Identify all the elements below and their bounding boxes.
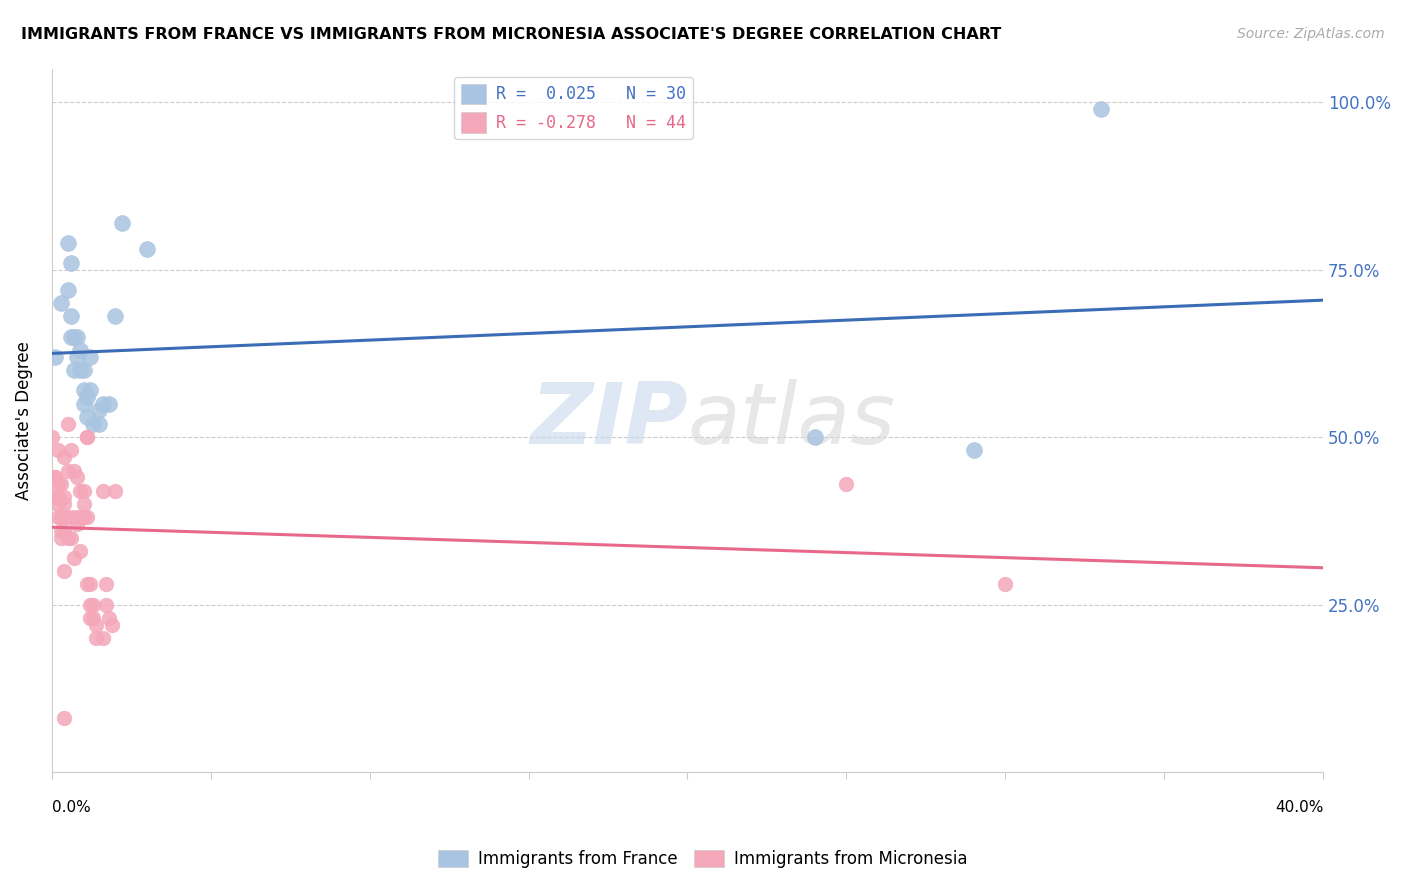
Point <box>803 430 825 444</box>
Point <box>46 443 69 458</box>
Point <box>76 430 98 444</box>
Point <box>79 611 101 625</box>
Point <box>994 577 1017 591</box>
Point <box>59 329 82 343</box>
Point <box>91 631 114 645</box>
Point <box>79 350 101 364</box>
Point <box>89 403 111 417</box>
Point <box>56 464 79 478</box>
Point <box>84 631 107 645</box>
Point <box>51 524 73 538</box>
Point <box>53 524 76 538</box>
Point <box>44 350 66 364</box>
Point <box>59 531 82 545</box>
Point <box>53 491 76 505</box>
Point <box>51 531 73 545</box>
Text: ZIP: ZIP <box>530 379 688 462</box>
Point <box>53 510 76 524</box>
Point <box>66 470 89 484</box>
Point <box>76 510 98 524</box>
Text: Source: ZipAtlas.com: Source: ZipAtlas.com <box>1237 27 1385 41</box>
Point <box>56 283 79 297</box>
Point <box>104 310 127 324</box>
Point <box>63 363 86 377</box>
Point <box>53 450 76 465</box>
Point <box>89 417 111 431</box>
Point <box>72 497 94 511</box>
Point <box>76 430 98 444</box>
Point <box>91 483 114 498</box>
Text: atlas: atlas <box>688 379 896 462</box>
Point <box>72 396 94 410</box>
Point <box>76 409 98 424</box>
Point <box>82 611 104 625</box>
Point <box>56 510 79 524</box>
Legend: R =  0.025   N = 30, R = -0.278   N = 44: R = 0.025 N = 30, R = -0.278 N = 44 <box>454 77 693 139</box>
Point <box>51 296 73 310</box>
Point <box>69 363 91 377</box>
Point <box>46 510 69 524</box>
Point <box>94 577 117 591</box>
Point <box>59 256 82 270</box>
Point <box>1090 102 1112 116</box>
Point <box>69 343 91 357</box>
Point <box>101 617 124 632</box>
Point <box>53 564 76 578</box>
Point <box>46 477 69 491</box>
Point <box>59 443 82 458</box>
Point <box>66 329 89 343</box>
Point <box>111 216 134 230</box>
Point <box>46 491 69 505</box>
Text: 40.0%: 40.0% <box>1275 800 1323 815</box>
Point <box>72 383 94 397</box>
Point <box>53 497 76 511</box>
Point <box>79 577 101 591</box>
Point <box>44 491 66 505</box>
Point <box>97 396 120 410</box>
Point <box>91 396 114 410</box>
Point <box>82 598 104 612</box>
Point <box>79 383 101 397</box>
Point <box>76 577 98 591</box>
Point <box>44 470 66 484</box>
Point <box>69 510 91 524</box>
Point <box>51 477 73 491</box>
Point <box>835 477 858 491</box>
Point <box>59 310 82 324</box>
Point <box>84 617 107 632</box>
Point <box>56 235 79 250</box>
Point <box>56 417 79 431</box>
Point <box>56 531 79 545</box>
Point <box>72 510 94 524</box>
Point <box>63 510 86 524</box>
Point <box>69 483 91 498</box>
Point <box>41 430 63 444</box>
Point <box>51 510 73 524</box>
Point <box>97 611 120 625</box>
Text: 0.0%: 0.0% <box>52 800 90 815</box>
Point <box>79 598 101 612</box>
Point <box>63 550 86 565</box>
Point <box>136 243 159 257</box>
Point <box>82 417 104 431</box>
Point <box>94 598 117 612</box>
Point <box>66 517 89 532</box>
Point <box>46 497 69 511</box>
Legend: Immigrants from France, Immigrants from Micronesia: Immigrants from France, Immigrants from … <box>432 843 974 875</box>
Point <box>72 483 94 498</box>
Point <box>44 470 66 484</box>
Point <box>69 544 91 558</box>
Point <box>76 390 98 404</box>
Point <box>962 443 984 458</box>
Text: IMMIGRANTS FROM FRANCE VS IMMIGRANTS FROM MICRONESIA ASSOCIATE'S DEGREE CORRELAT: IMMIGRANTS FROM FRANCE VS IMMIGRANTS FRO… <box>21 27 1001 42</box>
Y-axis label: Associate's Degree: Associate's Degree <box>15 341 32 500</box>
Point <box>72 363 94 377</box>
Point <box>63 329 86 343</box>
Point <box>63 464 86 478</box>
Point <box>66 350 89 364</box>
Point <box>104 483 127 498</box>
Point <box>53 711 76 725</box>
